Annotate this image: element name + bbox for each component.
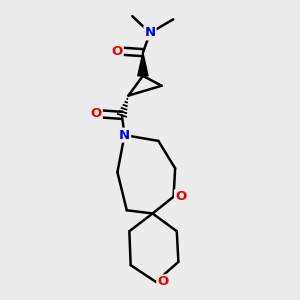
- Text: O: O: [91, 107, 102, 120]
- Text: N: N: [119, 129, 130, 142]
- Text: O: O: [157, 275, 169, 288]
- Text: O: O: [175, 190, 186, 203]
- Text: N: N: [144, 26, 156, 39]
- Text: O: O: [112, 44, 123, 58]
- Polygon shape: [138, 52, 148, 76]
